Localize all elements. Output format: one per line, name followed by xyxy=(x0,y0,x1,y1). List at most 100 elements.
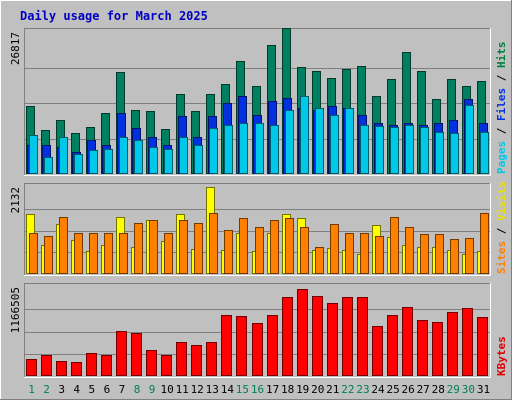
bar-pages-day-3: Pages 3: 7040 xyxy=(59,137,68,174)
legend-top: Pages / Files / Hits xyxy=(495,42,508,175)
bar-kbytes-day-12: KBytes 12: 410000 xyxy=(191,345,202,376)
bar-sites-day-25: Sites 25: 1400 xyxy=(390,217,399,274)
bar-pages-day-24: Pages 24: 9000 xyxy=(375,126,384,174)
bar-kbytes-day-14: KBytes 14: 800000 xyxy=(221,315,232,376)
bar-sites-day-24: Sites 24: 920 xyxy=(375,236,384,274)
day-label-15: 15 xyxy=(236,383,249,396)
bar-pages-day-11: Pages 11: 7040 xyxy=(179,137,188,174)
bar-kbytes-day-20: KBytes 20: 1050000 xyxy=(312,296,323,376)
bar-sites-day-8: Sites 8: 1240 xyxy=(134,223,143,274)
bar-kbytes-day-8: KBytes 8: 570000 xyxy=(131,333,142,376)
bar-sites-day-11: Sites 11: 1320 xyxy=(179,220,188,274)
day-label-17: 17 xyxy=(266,383,279,396)
bar-kbytes-day-7: KBytes 7: 590000 xyxy=(116,331,127,376)
bar-pages-day-29: Pages 29: 7680 xyxy=(450,133,459,174)
day-label-12: 12 xyxy=(191,383,204,396)
series-kbytes: KBytes 1: 220000 KBytes 2: 270000 KBytes 3… xyxy=(26,289,488,376)
day-label-2: 2 xyxy=(43,383,50,396)
day-label-7: 7 xyxy=(119,383,126,396)
bar-pages-day-5: Pages 5: 4480 xyxy=(89,150,98,174)
bar-kbytes-day-21: KBytes 21: 960000 xyxy=(327,303,338,376)
day-label-1: 1 xyxy=(28,383,35,396)
bar-sites-day-4: Sites 4: 1010 xyxy=(74,233,83,274)
series-pages: Pages 1: 7360 Pages 2: 3200 Pages 3: 7040 P… xyxy=(29,96,489,174)
day-label-8: 8 xyxy=(134,383,141,396)
bar-sites-day-10: Sites 10: 1010 xyxy=(164,233,173,274)
bar-kbytes-day-1: KBytes 1: 220000 xyxy=(26,359,37,376)
bar-kbytes-day-17: KBytes 17: 800000 xyxy=(267,315,278,376)
bar-sites-day-12: Sites 12: 1240 xyxy=(194,223,203,274)
bar-sites-day-19: Sites 19: 1140 xyxy=(300,227,309,274)
day-label-28: 28 xyxy=(432,383,445,396)
bar-pages-day-25: Pages 25: 8960 xyxy=(390,127,399,174)
bar-pages-day-4: Pages 4: 3840 xyxy=(74,154,83,174)
chart-title: Daily usage for March 2025 xyxy=(20,9,208,23)
series-sites: Sites 1: 1010 Sites 2: 920 Sites 3: 1400 Si… xyxy=(29,213,489,274)
day-label-31: 31 xyxy=(477,383,490,396)
bar-pages-day-14: Pages 14: 9280 xyxy=(224,125,233,174)
day-label-20: 20 xyxy=(311,383,324,396)
legend-item-visits: Visits xyxy=(495,181,508,221)
legend-separator: / xyxy=(495,221,508,241)
bar-kbytes-day-15: KBytes 15: 780000 xyxy=(236,316,247,376)
bar-pages-day-26: Pages 26: 9280 xyxy=(405,125,414,174)
bar-kbytes-day-30: KBytes 30: 890000 xyxy=(462,308,473,376)
bar-pages-day-10: Pages 10: 4800 xyxy=(164,149,173,174)
bar-kbytes-day-5: KBytes 5: 300000 xyxy=(86,353,97,376)
day-label-23: 23 xyxy=(356,383,369,396)
bar-pages-day-21: Pages 21: 11190 xyxy=(330,115,339,174)
bar-sites-day-15: Sites 15: 1380 xyxy=(239,218,248,274)
bar-kbytes-day-11: KBytes 11: 450000 xyxy=(176,342,187,376)
bar-sites-day-7: Sites 7: 1010 xyxy=(119,233,128,274)
bar-kbytes-day-24: KBytes 24: 650000 xyxy=(372,326,383,376)
bar-pages-day-2: Pages 2: 3200 xyxy=(44,157,53,174)
bar-pages-day-18: Pages 18: 12150 xyxy=(285,110,294,174)
bar-sites-day-6: Sites 6: 1010 xyxy=(104,233,113,274)
bar-pages-day-31: Pages 31: 8000 xyxy=(480,132,489,174)
bar-kbytes-day-31: KBytes 31: 770000 xyxy=(477,317,488,376)
legend-item-hits: Hits xyxy=(495,42,508,69)
legend-bottom: KBytes xyxy=(495,336,508,376)
bar-sites-day-31: Sites 31: 1500 xyxy=(480,213,489,274)
bar-sites-day-26: Sites 26: 1160 xyxy=(405,227,414,274)
bar-pages-day-17: Pages 17: 9280 xyxy=(270,125,279,174)
bar-sites-day-23: Sites 23: 1010 xyxy=(360,233,369,274)
y-max-label-bottom: 1166505 xyxy=(9,287,22,333)
bar-kbytes-day-2: KBytes 2: 270000 xyxy=(41,355,52,376)
day-label-11: 11 xyxy=(176,383,189,396)
day-label-19: 19 xyxy=(296,383,309,396)
bar-kbytes-day-18: KBytes 18: 1040000 xyxy=(282,297,293,376)
y-max-label-top: 26817 xyxy=(9,32,22,65)
bar-kbytes-day-28: KBytes 28: 710000 xyxy=(432,322,443,376)
bar-sites-day-22: Sites 22: 1010 xyxy=(345,233,354,274)
bar-sites-day-21: Sites 21: 1230 xyxy=(330,224,339,274)
bar-sites-day-9: Sites 9: 1320 xyxy=(149,220,158,274)
y-max-label-middle: 2132 xyxy=(9,187,22,214)
x-axis-day-labels: 1 2 3 4 5 6 7 8 9 10 11 12 13 14 15 16 17 18 19 20 21 22 23 24 2… xyxy=(28,383,490,396)
legend-separator: / xyxy=(495,68,508,88)
bar-kbytes-day-23: KBytes 23: 1030000 xyxy=(357,297,368,376)
day-label-24: 24 xyxy=(371,383,385,396)
bar-sites-day-2: Sites 2: 920 xyxy=(44,236,53,274)
bar-pages-day-1: Pages 1: 7360 xyxy=(29,135,38,174)
bar-sites-day-13: Sites 13: 1500 xyxy=(209,213,218,274)
bar-pages-day-8: Pages 8: 6400 xyxy=(134,140,143,174)
bar-sites-day-29: Sites 29: 850 xyxy=(450,239,459,274)
bar-pages-day-13: Pages 13: 8640 xyxy=(209,128,218,174)
legend-middle: Sites / Visits xyxy=(495,181,508,274)
bar-sites-day-27: Sites 27: 970 xyxy=(420,234,429,274)
day-label-3: 3 xyxy=(58,383,65,396)
legend-item-pages: Pages xyxy=(495,141,508,174)
day-label-22: 22 xyxy=(341,383,354,396)
bar-kbytes-day-10: KBytes 10: 280000 xyxy=(161,355,172,376)
legend-item-sites: Sites xyxy=(495,241,508,274)
bar-kbytes-day-22: KBytes 22: 1030000 xyxy=(342,297,353,376)
bar-pages-day-19: Pages 19: 14710 xyxy=(300,96,309,174)
bar-kbytes-day-26: KBytes 26: 900000 xyxy=(402,307,413,376)
legend-item-files: Files xyxy=(495,88,508,121)
day-label-30: 30 xyxy=(462,383,475,396)
